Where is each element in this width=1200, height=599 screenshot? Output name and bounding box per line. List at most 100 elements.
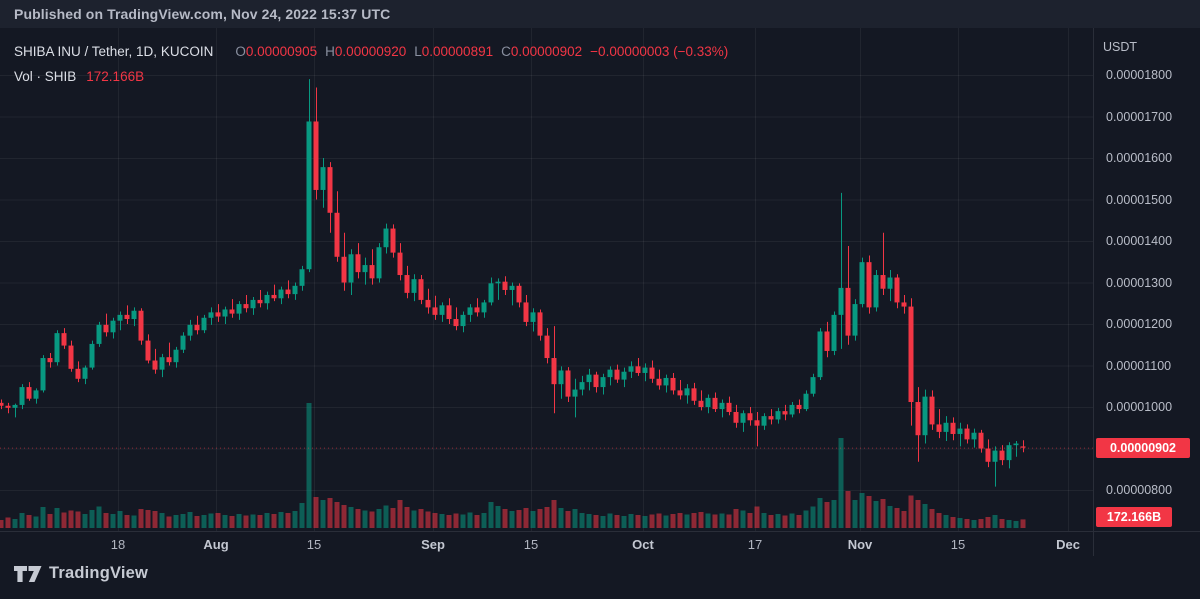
price-axis-label: 0.00001000 — [1106, 400, 1173, 414]
volume-bar — [565, 511, 571, 528]
candle-body — [467, 307, 473, 315]
tradingview-brand[interactable]: TradingView — [49, 564, 149, 582]
volume-bar — [138, 509, 144, 528]
volume-bar — [453, 513, 459, 528]
volume-bar — [334, 502, 340, 528]
volume-bar — [271, 514, 277, 528]
candle-body — [89, 343, 95, 368]
candle-body — [250, 299, 256, 309]
candle-body — [894, 277, 900, 303]
candle-body — [964, 428, 970, 440]
volume-bar — [306, 403, 312, 528]
candle-body — [726, 402, 732, 412]
low-value: 0.00000891 — [421, 44, 494, 59]
candle-body — [26, 387, 32, 399]
volume-bar — [803, 510, 809, 528]
candle-body — [796, 404, 802, 410]
candle-body — [831, 314, 837, 351]
volume-bar — [740, 510, 746, 528]
volume-bar — [992, 515, 998, 528]
volume-bar — [502, 509, 508, 528]
volume-bar — [817, 498, 823, 528]
volume-bar — [341, 505, 347, 528]
candle-body — [418, 279, 424, 300]
time-axis-label: 15 — [523, 537, 539, 552]
volume-bar — [390, 508, 396, 528]
volume-bar — [418, 509, 424, 528]
volume-bar — [796, 515, 802, 528]
volume-bar — [131, 515, 137, 528]
volume-bar — [243, 515, 249, 528]
candle-body — [61, 333, 67, 346]
candle-body — [404, 275, 410, 293]
time-axis-label: Dec — [1056, 537, 1080, 552]
volume-bar — [873, 501, 879, 528]
tradingview-logo-icon[interactable] — [14, 565, 42, 583]
candle-body — [425, 299, 431, 308]
volume-bar — [663, 515, 669, 528]
volume-bar — [229, 516, 235, 528]
candle-body — [628, 366, 634, 372]
candle-body — [572, 389, 578, 397]
volume-bar — [950, 517, 956, 528]
volume-bar — [845, 491, 851, 528]
candle-body — [222, 309, 228, 317]
volume-bar — [54, 508, 60, 528]
volume-bar — [733, 509, 739, 528]
volume-bar — [474, 515, 480, 528]
volume-bar — [621, 516, 627, 528]
candle-body — [320, 167, 326, 190]
volume-bar — [383, 505, 389, 528]
candle-body — [5, 405, 11, 408]
volume-bar — [929, 509, 935, 528]
candle-body — [1013, 443, 1019, 446]
candle-body — [117, 314, 123, 321]
volume-bar — [943, 515, 949, 528]
candle-body — [509, 285, 515, 290]
volume-bar — [355, 509, 361, 528]
volume-bar — [285, 513, 291, 528]
current-price-badge: 0.00000902 — [1096, 437, 1190, 458]
candle-body — [845, 287, 851, 336]
candle-body — [978, 432, 984, 449]
candle-body — [565, 370, 571, 397]
open-label: O — [235, 44, 246, 59]
candle-body — [397, 252, 403, 276]
candle-body — [516, 285, 522, 303]
volume-bar — [5, 517, 11, 528]
volume-bar — [705, 513, 711, 528]
volume-bar — [222, 515, 228, 528]
candle-body — [40, 358, 46, 391]
volume-bar — [194, 516, 200, 528]
candle-body — [607, 369, 613, 378]
candle-body — [1020, 446, 1026, 448]
legend-volume-row: Vol · SHIB 172.166B — [14, 64, 728, 89]
volume-bar — [313, 497, 319, 528]
candle-body — [432, 307, 438, 315]
volume-bar — [516, 510, 522, 528]
candle-body — [124, 314, 130, 320]
volume-bar — [656, 513, 662, 528]
candle-body — [453, 319, 459, 327]
tradingview-attribution[interactable]: TradingView — [14, 564, 148, 583]
candle-body — [824, 331, 830, 351]
open-value: 0.00000905 — [245, 44, 318, 59]
candle-body — [411, 279, 417, 293]
volume-bar — [75, 511, 81, 528]
volume-bar — [215, 513, 221, 528]
candle-body — [355, 254, 361, 273]
volume-bar — [432, 513, 438, 528]
volume-bar — [635, 515, 641, 528]
volume-bar — [1006, 520, 1012, 528]
candle-body — [313, 121, 319, 190]
volume-bar — [747, 513, 753, 528]
candle-body — [663, 377, 669, 386]
candle-body — [999, 450, 1005, 461]
volume-bar — [593, 515, 599, 528]
candle-body — [0, 402, 4, 406]
volume-bar — [880, 499, 886, 528]
volume-bar — [677, 513, 683, 528]
candle-body — [901, 302, 907, 307]
volume-bar — [810, 506, 816, 528]
